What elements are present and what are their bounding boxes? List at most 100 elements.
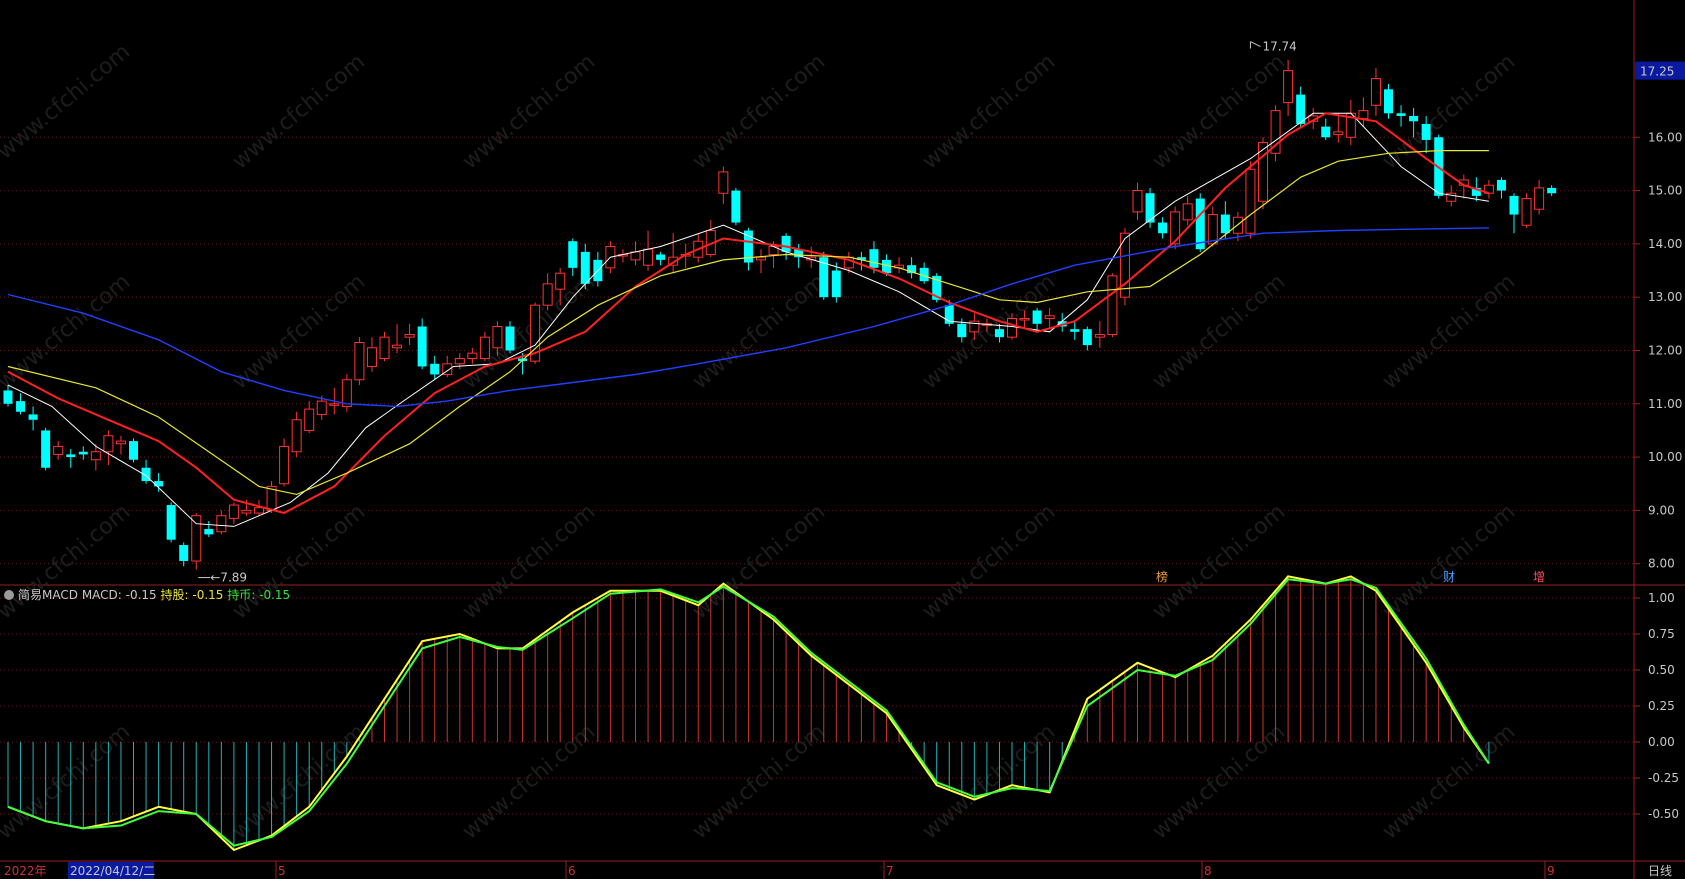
- candle-down: [1509, 195, 1519, 215]
- macd-tick-label: 1.00: [1648, 591, 1675, 605]
- candle-up: [1270, 110, 1281, 154]
- candle-down: [141, 467, 151, 482]
- watermark-text: www.cfchi.com: [228, 269, 370, 394]
- legend-macd: MACD: -0.15: [81, 588, 157, 602]
- candle-up: [115, 440, 126, 445]
- ma-line-ma10: [7, 112, 1490, 515]
- macd-legend: 简易MACD MACD: -0.15 持股: -0.15 持币: -0.15: [4, 586, 290, 603]
- candle-down: [41, 430, 51, 468]
- watermark-text: www.cfchi.com: [918, 499, 1060, 624]
- candle-down: [1384, 89, 1393, 114]
- watermark-text: www.cfchi.com: [688, 269, 830, 394]
- candle-up: [1007, 317, 1017, 338]
- candle-down: [1321, 126, 1331, 138]
- candle-down: [831, 270, 841, 298]
- high-marker-arrow: [1250, 41, 1261, 47]
- candle-up: [316, 400, 327, 415]
- candle-up: [1370, 78, 1381, 106]
- cursor-date-box: [68, 862, 154, 879]
- price-tick-label: 14.00: [1648, 237, 1682, 251]
- legend-bi: 持币: -0.15: [227, 588, 291, 602]
- candle-down: [1409, 115, 1419, 122]
- watermark-text: www.cfchi.com: [458, 49, 600, 174]
- candle-up: [643, 248, 654, 266]
- candle-up: [90, 451, 101, 461]
- watermark-text: www.cfchi.com: [458, 499, 600, 624]
- event-marker: 财: [1443, 570, 1455, 584]
- candle-up: [1107, 275, 1118, 335]
- legend-name: 简易MACD: [18, 588, 78, 602]
- event-marker: 榜: [1156, 569, 1168, 584]
- candle-up: [241, 509, 252, 514]
- candle-up: [341, 379, 352, 407]
- candles-group: [3, 59, 1557, 570]
- candle-up: [291, 419, 302, 453]
- ma-line-ma20: [7, 150, 1489, 496]
- candle-down: [16, 401, 26, 412]
- candle-down: [794, 249, 804, 258]
- candle-up: [1283, 70, 1294, 104]
- month-label: 7: [886, 864, 894, 878]
- candle-up: [216, 515, 227, 533]
- candle-down: [1032, 310, 1042, 324]
- watermark-text: www.cfchi.com: [1378, 719, 1520, 844]
- candle-down: [957, 323, 967, 338]
- candle-up: [254, 507, 264, 514]
- candle-down: [932, 275, 942, 300]
- candle-down: [869, 249, 879, 268]
- candle-up: [1182, 203, 1193, 221]
- indicator-menu-icon[interactable]: [4, 590, 14, 600]
- cursor-date-label: 2022/04/12/二: [70, 864, 155, 878]
- candle-up: [1170, 211, 1181, 245]
- candle-down: [204, 529, 214, 535]
- watermark-text: www.cfchi.com: [228, 49, 370, 174]
- watermark-text: www.cfchi.com: [688, 719, 830, 844]
- candle-up: [1094, 333, 1105, 338]
- watermark-text: www.cfchi.com: [228, 719, 370, 844]
- watermark-text: www.cfchi.com: [1378, 499, 1520, 624]
- candle-up: [718, 171, 729, 194]
- candle-down: [1082, 329, 1092, 346]
- candle-down: [580, 251, 590, 284]
- price-tick-label: 16.00: [1648, 130, 1682, 144]
- ma-line-ma5: [7, 112, 1489, 527]
- candle-down: [568, 241, 578, 268]
- candle-up: [228, 504, 239, 519]
- candle-down: [129, 441, 138, 460]
- candle-up: [1358, 110, 1369, 120]
- low-marker-label: ←7.89: [210, 571, 247, 585]
- candle-up: [404, 333, 415, 338]
- candle-down: [856, 257, 866, 260]
- current-price-box: [1635, 61, 1685, 80]
- candle-up: [1207, 214, 1218, 245]
- period-label: 日线: [1648, 864, 1672, 878]
- watermark-text: www.cfchi.com: [688, 499, 830, 624]
- month-label: 5: [278, 864, 286, 878]
- candle-down: [154, 481, 164, 487]
- candle-up: [354, 341, 365, 381]
- candle-up: [1119, 232, 1130, 298]
- candle-down: [882, 259, 891, 274]
- candle-up: [467, 352, 478, 359]
- candle-up: [1534, 187, 1545, 210]
- legend-chi: 持股: -0.15: [160, 588, 224, 602]
- candle-up: [442, 363, 453, 375]
- ma-line-ma60: [7, 227, 1489, 408]
- candle-down: [781, 235, 791, 252]
- candle-down: [1547, 187, 1557, 194]
- macd-histogram: [7, 576, 1490, 850]
- candle-up: [191, 515, 202, 562]
- year-label: 2022年: [4, 864, 47, 878]
- candle-up: [366, 347, 377, 367]
- candle-up: [304, 408, 315, 431]
- watermark-text: www.cfchi.com: [1378, 49, 1520, 174]
- price-tick-label: 15.00: [1648, 184, 1682, 198]
- candle-down: [743, 230, 753, 263]
- candle-down: [919, 267, 929, 282]
- candle-down: [1396, 113, 1406, 116]
- candle-down: [907, 265, 917, 274]
- price-tick-label: 9.00: [1648, 503, 1675, 517]
- candle-down: [78, 451, 88, 455]
